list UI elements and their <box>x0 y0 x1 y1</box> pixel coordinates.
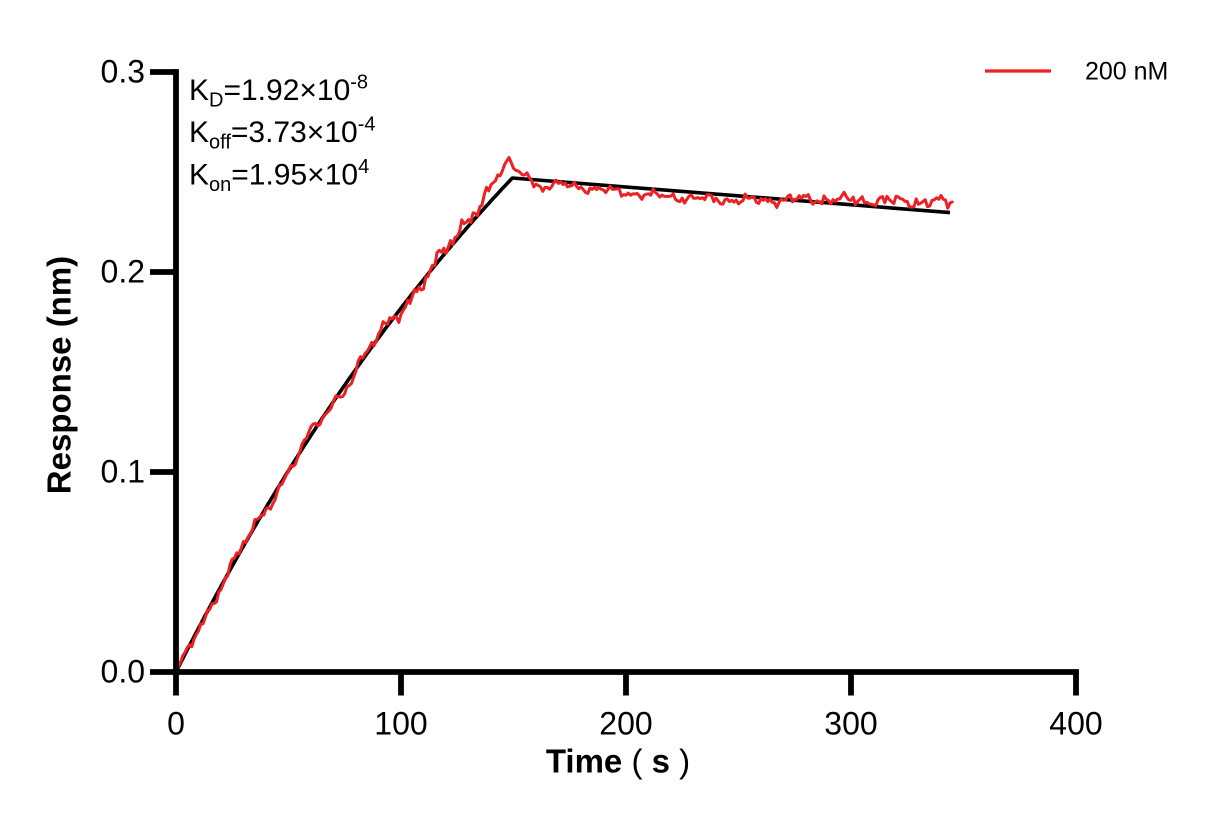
svg-text:KD=1.92×10-8: KD=1.92×10-8 <box>189 71 368 111</box>
svg-text:200 nM: 200 nM <box>1085 58 1168 86</box>
svg-text:300: 300 <box>824 706 877 742</box>
svg-text:0.1: 0.1 <box>101 454 145 490</box>
svg-text:200: 200 <box>599 706 652 742</box>
svg-text:100: 100 <box>374 706 427 742</box>
svg-text:0.3: 0.3 <box>101 54 145 90</box>
svg-text:0: 0 <box>167 706 185 742</box>
svg-text:Koff=3.73×10-4: Koff=3.73×10-4 <box>189 113 375 153</box>
svg-text:Time ( s ): Time ( s ) <box>546 742 690 779</box>
svg-text:400: 400 <box>1049 706 1102 742</box>
svg-text:0.0: 0.0 <box>101 654 145 690</box>
svg-text:Response (nm): Response (nm) <box>41 256 78 494</box>
svg-text:Kon=1.95×104: Kon=1.95×104 <box>189 156 369 196</box>
svg-text:0.2: 0.2 <box>101 254 145 290</box>
